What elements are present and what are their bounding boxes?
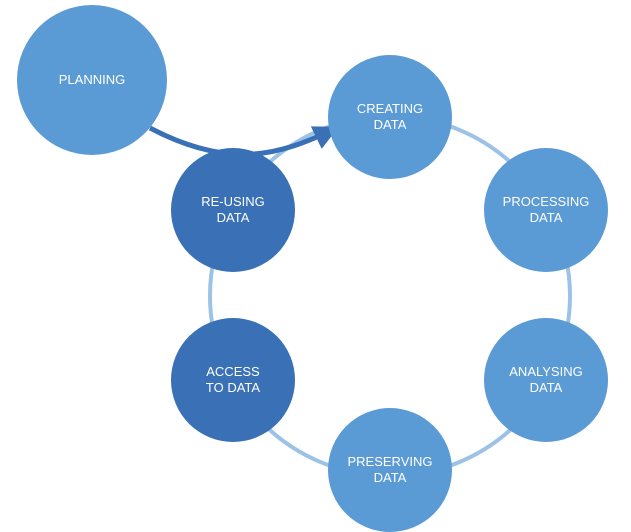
node-label: ANALYSINGDATA (509, 364, 582, 395)
node-label: PROCESSINGDATA (503, 194, 590, 225)
node-preserving: PRESERVINGDATA (328, 408, 452, 532)
node-processing: PROCESSINGDATA (484, 148, 608, 272)
node-creating: CREATINGDATA (328, 55, 452, 179)
node-reusing: RE-USINGDATA (171, 148, 295, 272)
node-analysing: ANALYSINGDATA (484, 318, 608, 442)
node-label: PRESERVINGDATA (347, 454, 432, 485)
node-label: ACCESSTO DATA (206, 364, 260, 395)
node-label: CREATINGDATA (357, 101, 423, 132)
node-label: PLANNING (59, 72, 125, 88)
node-label: RE-USINGDATA (201, 194, 265, 225)
node-planning: PLANNING (17, 5, 167, 155)
node-access: ACCESSTO DATA (171, 318, 295, 442)
